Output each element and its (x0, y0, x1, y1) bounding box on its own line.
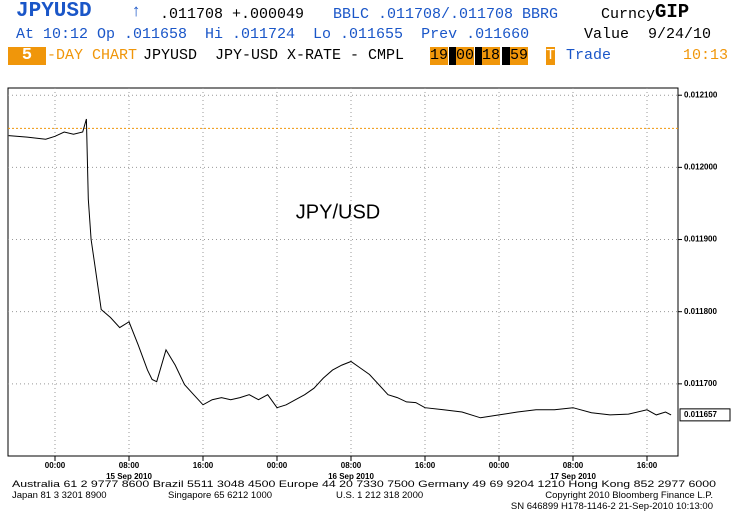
type-flag[interactable]: T (546, 47, 556, 65)
last-price: .011708 (160, 6, 224, 23)
price-line (8, 118, 672, 419)
end-minute[interactable]: 59 (510, 47, 529, 65)
y-tick-label: 0.012000 (684, 162, 718, 171)
footer-line: Singapore 65 6212 1000 (168, 490, 272, 501)
ticker: JPYUSD (16, 0, 92, 23)
x-tick-label: 16:00 (415, 461, 436, 470)
y-tick-label: 0.011900 (684, 235, 717, 244)
market: Curncy (601, 6, 656, 23)
footer-line: Japan 81 3 3201 8900 (12, 490, 107, 501)
function: GIP (655, 1, 690, 23)
x-tick-label: 00:00 (45, 461, 66, 470)
date-label: 17 Sep 2010 (550, 472, 596, 481)
x-tick-label: 08:00 (563, 461, 584, 470)
x-tick-label: 00:00 (489, 461, 510, 470)
y-tick-label: 0.011800 (684, 307, 717, 316)
change: +.000049 (232, 6, 305, 23)
x-tick-label: 08:00 (119, 461, 140, 470)
separator (449, 47, 456, 65)
footer-line: U.S. 1 212 318 2000 (336, 490, 423, 501)
footer-line: Copyright 2010 Bloomberg Finance L.P. (545, 490, 713, 501)
y-tick-label: 0.011700 (684, 379, 717, 388)
last-value-label: 0.011657 (684, 410, 717, 419)
clock: 10:13 (683, 47, 729, 64)
footer-line: SN 646899 H178-1146-2 21-Sep-2010 10:13:… (511, 501, 713, 512)
quote-row: At 10:12 Op .011658 Hi .011724 Lo .01165… (16, 26, 530, 43)
x-tick-label: 00:00 (267, 461, 288, 470)
end-hour[interactable]: 18 (482, 47, 501, 65)
type-text: Trade (566, 47, 612, 64)
annotation: JPY/USD (296, 201, 380, 223)
start-minute[interactable]: 00 (456, 47, 475, 65)
y-tick-label: 0.012100 (684, 90, 718, 99)
separator (475, 47, 482, 65)
x-tick-label: 16:00 (193, 461, 214, 470)
security-description: JPYUSD JPY-USD X-RATE - CMPL (143, 47, 405, 64)
footer-line: Australia 61 2 9777 8600 Brazil 5511 304… (12, 479, 716, 490)
period-text: -DAY CHART (47, 47, 138, 64)
date-label: 16 Sep 2010 (328, 472, 374, 481)
source: BBLC .011708/.011708 BBRG (333, 6, 559, 23)
last-value-box (679, 408, 731, 422)
separator (502, 47, 510, 65)
start-hour[interactable]: 19 (430, 47, 449, 65)
date-label: 15 Sep 2010 (106, 472, 152, 481)
value-date: 9/24/10 (648, 26, 712, 43)
x-tick-label: 16:00 (637, 461, 658, 470)
arrow: ↑ (131, 3, 142, 22)
period-number[interactable]: 5 (8, 47, 46, 65)
value-label: Value (584, 26, 630, 43)
x-tick-label: 08:00 (341, 461, 362, 470)
plot-frame (7, 87, 679, 457)
